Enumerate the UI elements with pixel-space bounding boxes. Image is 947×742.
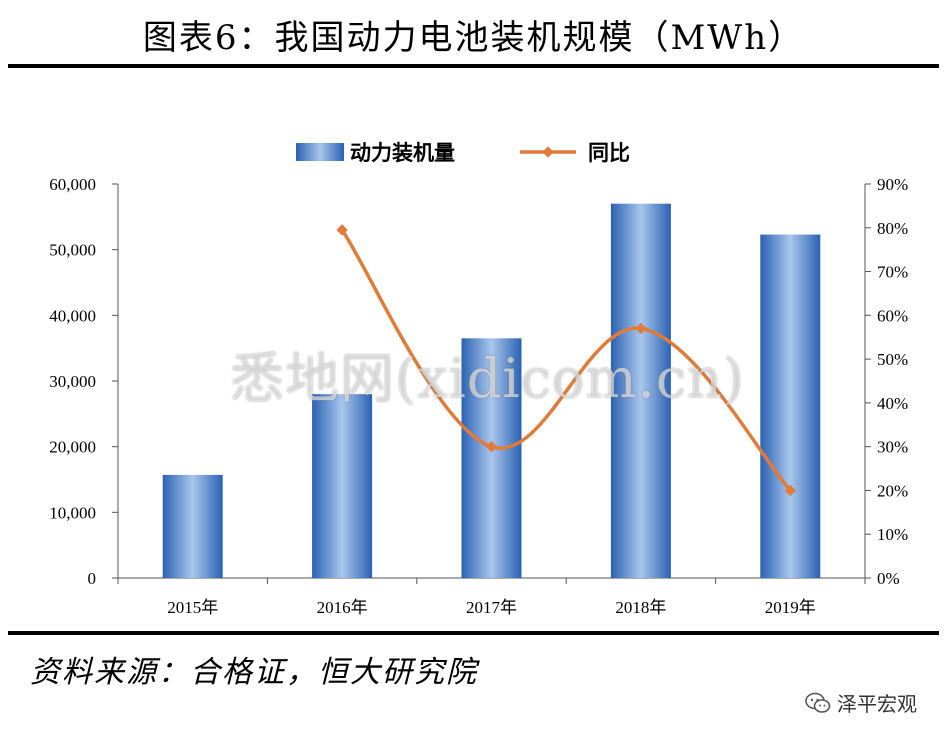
brand-badge: 泽平宏观 <box>805 688 917 717</box>
right-tick-label: 40% <box>877 394 908 413</box>
bar <box>162 474 223 578</box>
watermark: 悉地网(xidicom.cn) <box>230 347 745 410</box>
bar <box>760 234 821 578</box>
right-tick-label: 70% <box>877 263 908 282</box>
source-note: 资料来源：合格证，恒大研究院 <box>30 655 478 690</box>
right-tick-label: 60% <box>877 306 908 325</box>
left-tick-label: 20,000 <box>49 438 96 457</box>
left-tick-label: 10,000 <box>49 503 96 522</box>
bar <box>312 394 373 578</box>
x-tick-label: 2015年 <box>167 598 218 617</box>
yoy-line <box>336 224 796 497</box>
legend-swatch-bar <box>296 143 344 161</box>
x-tick-label: 2019年 <box>765 598 816 617</box>
right-tick-label: 0% <box>877 569 900 588</box>
yoy-point <box>485 441 498 453</box>
legend-label-line: 同比 <box>588 141 630 165</box>
x-tick-label: 2018年 <box>615 598 666 617</box>
legend-marker-line <box>542 146 554 158</box>
right-tick-label: 10% <box>877 525 908 544</box>
right-tick-label: 80% <box>877 219 908 238</box>
left-tick-label: 60,000 <box>49 175 96 194</box>
yoy-point <box>336 224 348 236</box>
bar <box>610 203 671 578</box>
right-tick-label: 30% <box>877 438 908 457</box>
yoy-line-path <box>340 228 792 492</box>
bar <box>461 338 522 578</box>
legend-label-bar: 动力装机量 <box>350 141 455 165</box>
x-tick-label: 2016年 <box>317 598 368 617</box>
right-tick-label: 20% <box>877 481 908 500</box>
left-tick-label: 30,000 <box>49 372 96 391</box>
top-divider <box>8 64 939 68</box>
left-tick-label: 0 <box>88 569 97 588</box>
right-tick-label: 50% <box>877 350 908 369</box>
bars <box>162 203 821 578</box>
yoy-point <box>635 322 647 335</box>
yoy-point <box>784 484 796 497</box>
page-title: 图表6：我国动力电池装机规模（MWh） <box>142 18 805 58</box>
axes: 0 10,000 20,000 30,000 40,000 50,000 60,000 0% 1… <box>49 175 908 617</box>
left-tick-label: 40,000 <box>49 306 96 325</box>
wechat-icon <box>805 692 831 713</box>
bottom-divider <box>8 631 939 635</box>
legend: 动力装机量 同比 <box>296 141 630 165</box>
x-tick-label: 2017年 <box>466 598 517 617</box>
left-tick-label: 50,000 <box>49 241 96 260</box>
brand-name: 泽平宏观 <box>837 692 917 716</box>
right-tick-label: 90% <box>877 175 908 194</box>
